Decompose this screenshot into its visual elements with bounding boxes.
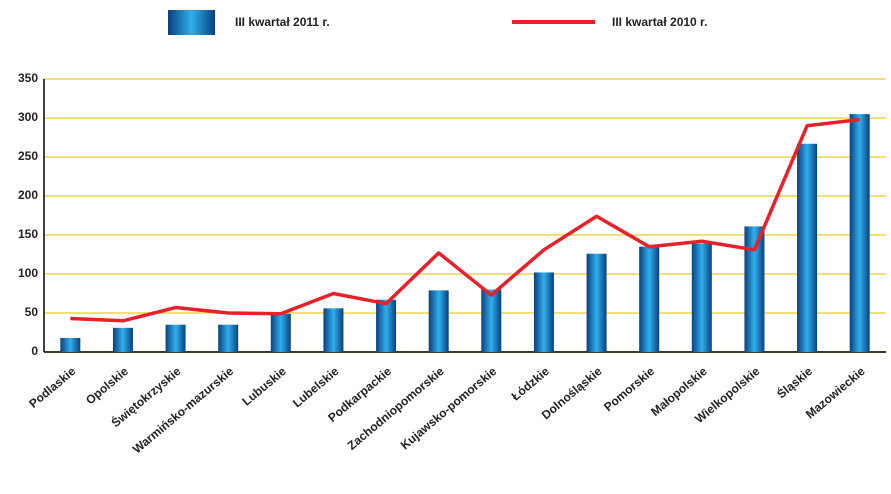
bar (586, 253, 607, 352)
bar (218, 324, 239, 352)
bar (376, 299, 397, 352)
bar (323, 308, 344, 352)
bar (481, 289, 502, 352)
bar (428, 290, 449, 352)
bar (60, 337, 81, 352)
x-tick-label: Podlaskie (26, 364, 78, 411)
x-tick-label: Śląskie (774, 363, 816, 401)
y-tick-label: 50 (25, 305, 39, 319)
x-tick-label: Kujawsko-pomorskie (398, 364, 500, 453)
x-tick-label: Opolskie (83, 364, 131, 408)
y-tick-label: 250 (18, 149, 38, 163)
legend-label: III kwartał 2010 r. (612, 15, 707, 29)
y-tick-label: 100 (18, 266, 38, 280)
line (70, 117, 860, 323)
bar (533, 272, 554, 352)
bar (112, 327, 133, 352)
bar (744, 226, 765, 352)
bar (270, 313, 291, 352)
legend-label: III kwartał 2011 r. (235, 15, 330, 29)
x-tick-label: Warmińsko-mazurskie (130, 364, 236, 457)
bar (849, 114, 870, 352)
x-tick-label: Łódzkie (509, 364, 552, 404)
y-tick-label: 300 (18, 110, 38, 124)
y-tick-label: 350 (18, 71, 38, 85)
legend-swatch (168, 10, 215, 35)
x-tick-label: Lubuskie (239, 364, 289, 409)
x-tick-label: Lubelskie (290, 364, 342, 411)
bar (691, 243, 712, 352)
x-tick-label: Zachodniopomorskie (345, 364, 447, 453)
bar (165, 324, 186, 352)
y-tick-label: 200 (18, 188, 38, 202)
y-tick-label: 150 (18, 227, 38, 241)
bar (639, 246, 660, 352)
y-tick-label: 0 (31, 344, 38, 358)
bar (797, 143, 818, 352)
